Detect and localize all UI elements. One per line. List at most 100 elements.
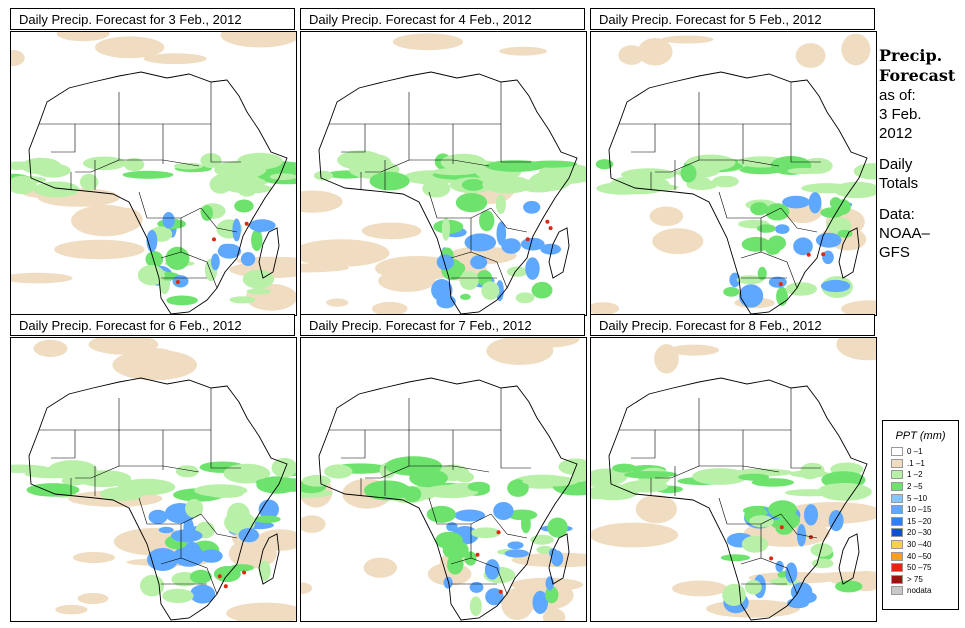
rain-area [190,584,216,604]
country-border [780,207,818,233]
rain-area [211,253,220,271]
rain-area [194,484,248,497]
precip-map [300,31,587,316]
rain-area [227,502,250,526]
rain-area [612,463,637,473]
dry-area [815,571,876,580]
rain-area [476,270,493,286]
rain-area [251,229,263,252]
rain-area [522,475,579,487]
extreme-rain-spot [778,282,783,287]
dry-area [326,298,349,307]
precip-map [300,337,587,622]
extreme-rain-spot [223,584,228,589]
legend-swatch [891,505,903,515]
country-border [760,557,798,595]
rain-area [793,237,813,256]
rain-area [504,549,529,558]
rain-area [361,154,392,171]
forecast-panel-day6: Daily Precip. Forecast for 8 Feb., 2012 [590,314,877,622]
country-border [490,207,528,233]
country-border [718,497,782,525]
africa-map-svg [591,338,876,621]
country-border [75,398,120,431]
panel-title: Daily Precip. Forecast for 6 Feb., 2012 [10,314,295,336]
rain-area [166,295,198,306]
rain-area [525,257,540,280]
dry-area [841,300,876,315]
extreme-rain-spot [769,556,774,561]
country-border [138,497,202,525]
rain-area [833,181,876,199]
madagascar-coastline [548,533,570,585]
africa-coastline [318,377,578,621]
rain-area [409,469,448,488]
rain-area [24,470,77,479]
legend-item: 15 –20 [883,516,958,528]
country-border [200,207,238,233]
dry-area [591,522,679,548]
legend-item: 2 –5 [883,481,958,493]
rain-area [538,172,586,185]
dry-area [591,302,620,315]
rain-area [446,522,458,532]
africa-map-svg [301,33,586,315]
rain-area [158,526,174,534]
rain-area [470,527,501,539]
rain-area [744,579,762,595]
extreme-rain-spot [779,525,784,530]
country-border [39,429,76,459]
dry-area [486,338,554,365]
legend-label: nodata [907,586,932,596]
rain-area [785,282,817,296]
rain-area [26,483,80,497]
rain-area [369,171,410,191]
data-source: GFS [879,244,910,261]
extreme-rain-spot [548,226,553,231]
rain-area [520,237,545,251]
rain-area [853,163,876,180]
africa-map-svg [11,32,296,315]
africa-coastline [608,71,868,315]
country-border [780,513,818,539]
rain-area [804,504,818,526]
legend-swatch [891,528,903,538]
rain-area [751,478,794,487]
legend-item: 20 –30 [883,527,958,539]
dry-area [361,222,422,240]
rain-area [507,479,529,497]
totals-type: Daily [879,156,913,173]
country-border [428,497,492,525]
country-border [75,92,120,125]
country-border [329,123,366,153]
legend-item: 5 –10 [883,492,958,504]
africa-coastline [608,377,868,621]
forecast-panel-day5: Daily Precip. Forecast for 7 Feb., 2012 [300,314,587,622]
side-info: Precip. Forecast as of: 3 Feb. 2012 Dail… [879,46,965,262]
rain-area [82,156,127,171]
africa-map-svg [11,338,296,621]
country-border [119,465,200,473]
rain-area [145,251,164,268]
rain-area [479,210,495,232]
precip-map [10,337,297,622]
country-border [470,557,508,595]
dry-area [499,46,547,56]
legend-item: 30 –40 [883,539,958,551]
rain-area [443,576,453,589]
dry-area [668,344,719,356]
rain-area [460,293,471,300]
rain-area [481,281,500,300]
dry-area [836,338,876,361]
rain-area [21,157,62,175]
africa-coastline [28,377,288,621]
dry-area [841,33,871,66]
rain-area [254,515,281,523]
country-border [75,430,120,479]
rain-area [455,193,488,213]
rain-area [470,255,488,270]
rain-area [775,224,790,235]
rain-area [720,554,751,562]
legend-swatch [891,447,903,457]
dry-area [226,602,296,621]
